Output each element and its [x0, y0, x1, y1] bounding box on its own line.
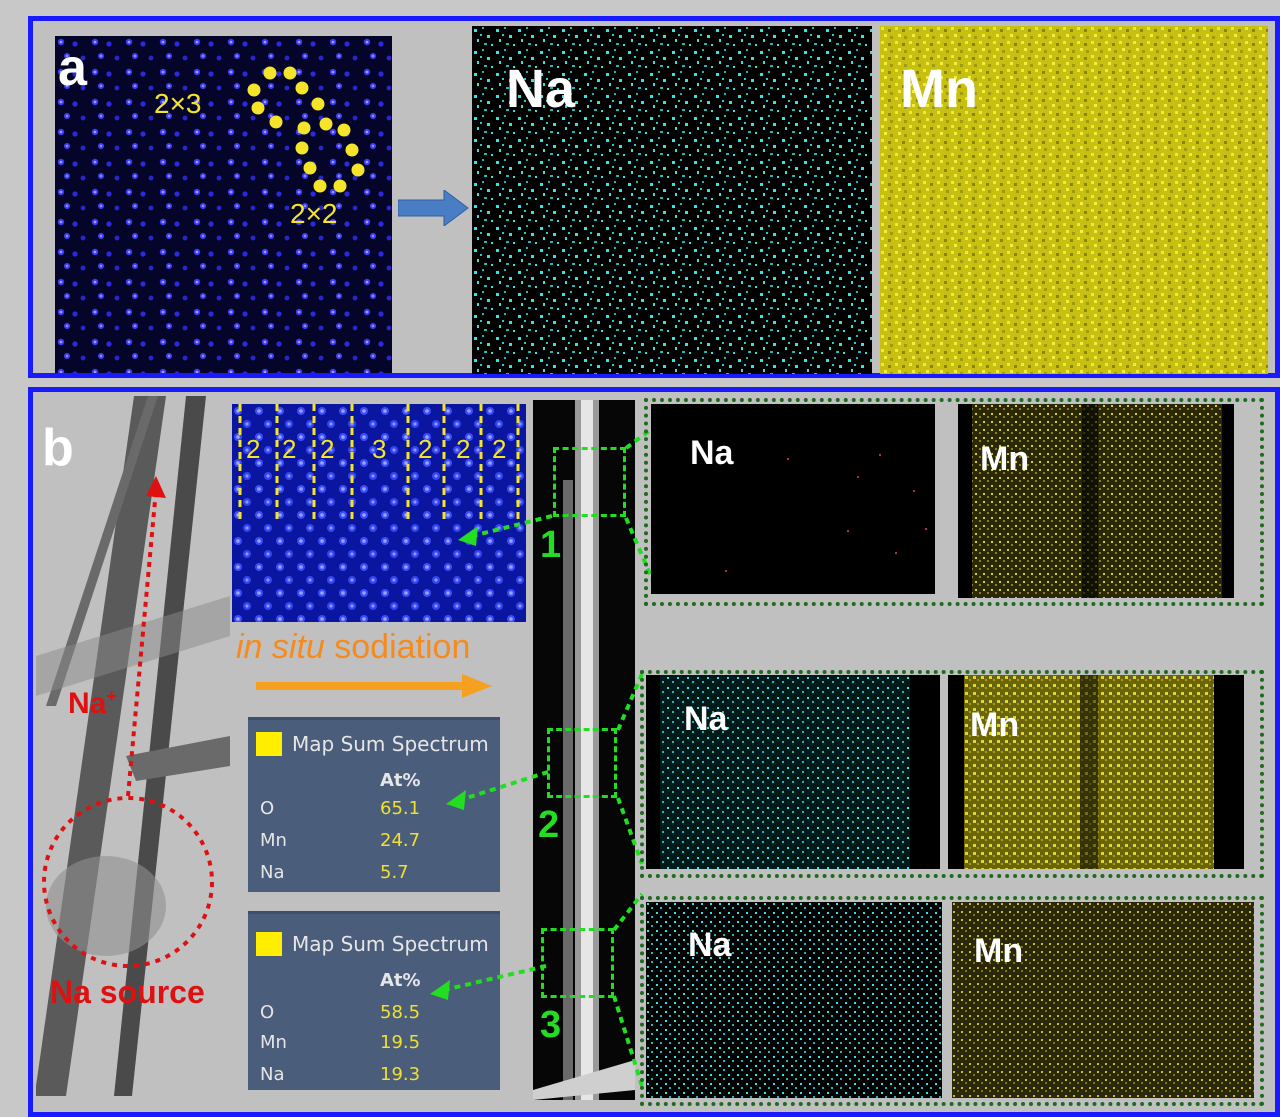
- panel-b-tem-image: [36, 396, 230, 1106]
- spectrum-element: Mn: [260, 1032, 287, 1053]
- tunnel-outline-dots: [247, 66, 365, 193]
- region-3-na-map: [646, 902, 942, 1098]
- tunnel-number: 2: [456, 434, 471, 464]
- spectrum-legend-swatch: [256, 732, 282, 756]
- region-2-mn-label: Mn: [970, 706, 1020, 744]
- region-1-map-frame: [644, 398, 1264, 606]
- panel-a-mn-label: Mn: [900, 59, 978, 119]
- panel-a-label: a: [58, 39, 87, 97]
- spectrum-value: 19.3: [380, 1064, 421, 1085]
- panel-b-lattice-image: [232, 404, 526, 622]
- region-box-1: [553, 447, 626, 517]
- region-number-1: 1: [540, 524, 562, 566]
- tunnel-number: 2: [320, 434, 335, 464]
- in-situ-sodiation-label: in situ sodiation: [236, 628, 470, 667]
- panel-a-mn-map: [880, 26, 1268, 374]
- region-number-2: 2: [538, 804, 560, 846]
- panel-a-stem-image: [55, 36, 392, 373]
- spectrum-element: O: [260, 798, 275, 819]
- spectrum-element: Mn: [260, 830, 287, 851]
- region-1-na-label: Na: [690, 434, 734, 472]
- region-2-na-label: Na: [684, 700, 728, 738]
- spectrum-value: 5.7: [380, 862, 409, 883]
- region-2-map-frame: [640, 670, 1264, 878]
- spectrum-header: At%: [380, 970, 421, 991]
- tunnel-number: 2: [282, 434, 297, 464]
- spectrum-box-2: Map Sum Spectrum At% O 58.5 Mn 19.5 Na 1…: [248, 911, 500, 1090]
- sodiation-arrow: [256, 674, 492, 698]
- spectrum-header: At%: [380, 770, 421, 791]
- na-ion-sup: +: [106, 686, 117, 706]
- tunnel-2x2-label: 2×2: [290, 198, 338, 229]
- spectrum-value: 24.7: [380, 830, 421, 851]
- tunnel-2x3-label: 2×3: [154, 88, 202, 119]
- panel-a-na-label: Na: [506, 59, 576, 119]
- panel-a-na-map: [472, 26, 872, 374]
- region-1-na-map: [651, 404, 935, 594]
- region-3-mn-map: [952, 902, 1254, 1098]
- na-ion-label: Na+: [68, 686, 117, 721]
- sodiation-text: sodiation: [324, 628, 471, 666]
- region-3-na-label: Na: [688, 926, 732, 964]
- tunnel-number: 2: [418, 434, 433, 464]
- na-source-label: Na source: [50, 974, 205, 1010]
- spectrum-title: Map Sum Spectrum: [292, 732, 489, 756]
- spectrum-value: 19.5: [380, 1032, 421, 1053]
- spectrum-legend-swatch: [256, 932, 282, 956]
- panel-b-label: b: [42, 419, 74, 477]
- green-connector-overlay: [430, 424, 658, 1087]
- panel-a-right-arrow: [398, 190, 469, 226]
- region-1-mn-label: Mn: [980, 440, 1030, 478]
- spectrum-value: 65.1: [380, 798, 421, 819]
- region-2-mn-map: [948, 675, 1244, 869]
- region-box-3: [541, 928, 614, 998]
- spectrum-element: Na: [260, 1064, 285, 1085]
- in-situ-text: in situ: [236, 628, 325, 666]
- na-ion-base: Na: [68, 687, 107, 720]
- region-number-3: 3: [540, 1004, 562, 1046]
- region-2-na-map: [646, 675, 940, 869]
- na-source-circle: [42, 796, 214, 968]
- spectrum-element: Na: [260, 862, 285, 883]
- tunnel-number: 2: [246, 434, 261, 464]
- spectrum-element: O: [260, 1002, 275, 1023]
- region-3-map-frame: [640, 896, 1264, 1106]
- region-box-2: [547, 728, 617, 798]
- tunnel-number: 3: [372, 434, 387, 464]
- spectrum-value: 58.5: [380, 1002, 421, 1023]
- spectrum-title: Map Sum Spectrum: [292, 932, 489, 956]
- region-1-mn-map: [958, 404, 1234, 598]
- region-3-mn-label: Mn: [974, 932, 1024, 970]
- tunnel-number: 2: [492, 434, 507, 464]
- na-ion-path-arrow: [126, 476, 166, 797]
